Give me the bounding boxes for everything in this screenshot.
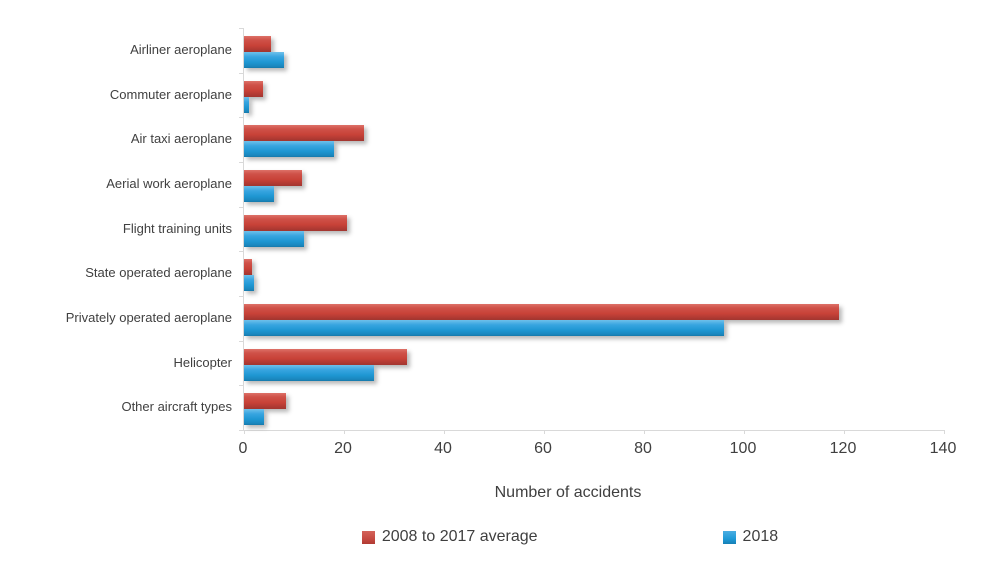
y-axis-tick (239, 28, 243, 29)
bar-average (244, 125, 364, 142)
bar-2018 (244, 186, 274, 202)
x-axis-tick-label: 140 (929, 440, 957, 457)
bar-2018 (244, 320, 724, 336)
x-axis-tick-label: 60 (534, 440, 552, 457)
x-axis-tick (544, 430, 545, 434)
y-axis-tick (239, 162, 243, 163)
category-label: Flight training units (122, 220, 232, 236)
legend-swatch-red (361, 530, 375, 544)
bar-average (244, 170, 302, 186)
x-axis-tick (844, 430, 845, 434)
bar-2018 (244, 275, 254, 292)
category-label: Airliner aeroplane (130, 42, 232, 57)
category-axis-labels: Airliner aeroplane Commuter aeroplane Air … (0, 28, 243, 430)
bar-average (244, 348, 407, 365)
legend-swatch-blue (722, 530, 736, 544)
bar-average (244, 393, 286, 410)
bar-2018 (244, 230, 304, 247)
x-axis-tick-label: 120 (829, 440, 857, 457)
y-axis-tick (239, 117, 243, 119)
bar-average (244, 36, 271, 52)
category-label: Helicopter (173, 354, 232, 370)
x-axis-tick-label: 0 (238, 440, 248, 457)
x-axis-title: Number of accidents (494, 484, 642, 501)
bar-2018 (244, 364, 374, 381)
bar-2018 (244, 409, 264, 426)
bar-2018 (244, 52, 284, 68)
legend-label-2018: 2018 (742, 528, 779, 545)
y-axis-tick (239, 385, 243, 387)
category-label: Commuter aeroplane (109, 86, 232, 102)
category-label: Aerial work aeroplane (106, 176, 232, 191)
y-axis-tick (239, 206, 243, 208)
x-axis-tick (344, 430, 345, 434)
bar-average (244, 304, 839, 320)
y-axis-tick (239, 72, 243, 74)
legend-label-average: 2008 to 2017 average (381, 528, 538, 545)
x-axis-tick-label: 40 (434, 440, 452, 457)
legend: 2008 to 2017 average 2018 (170, 528, 970, 546)
plot-area (239, 28, 945, 434)
x-axis-tick-label: 100 (729, 440, 757, 457)
legend-item-2018: 2018 (722, 528, 779, 546)
x-axis-tick (244, 430, 245, 434)
y-axis-tick (239, 340, 243, 342)
bar-average (244, 80, 263, 97)
x-axis-tick-label: 20 (334, 440, 352, 457)
y-axis-tick (239, 430, 243, 431)
category-label: Other aircraft types (121, 399, 232, 415)
x-axis-tick (444, 430, 445, 434)
y-axis-tick (239, 296, 243, 297)
y-axis-tick (239, 251, 243, 253)
bar-average (244, 214, 347, 231)
bar-average (244, 259, 252, 276)
x-axis-tick-label: 80 (634, 440, 652, 457)
x-axis-tick-labels: 0 20 40 60 80 100 120 140 (239, 440, 957, 462)
legend-item-average: 2008 to 2017 average (361, 528, 538, 546)
bar-2018 (244, 96, 249, 113)
category-label: Privately operated aeroplane (65, 310, 232, 325)
category-label: Air taxi aeroplane (130, 131, 232, 147)
bar-2018 (244, 141, 334, 158)
x-axis-tick (644, 430, 645, 434)
x-axis-tick (744, 430, 745, 434)
category-label: State operated aeroplane (85, 265, 232, 281)
x-axis-tick (944, 430, 945, 434)
